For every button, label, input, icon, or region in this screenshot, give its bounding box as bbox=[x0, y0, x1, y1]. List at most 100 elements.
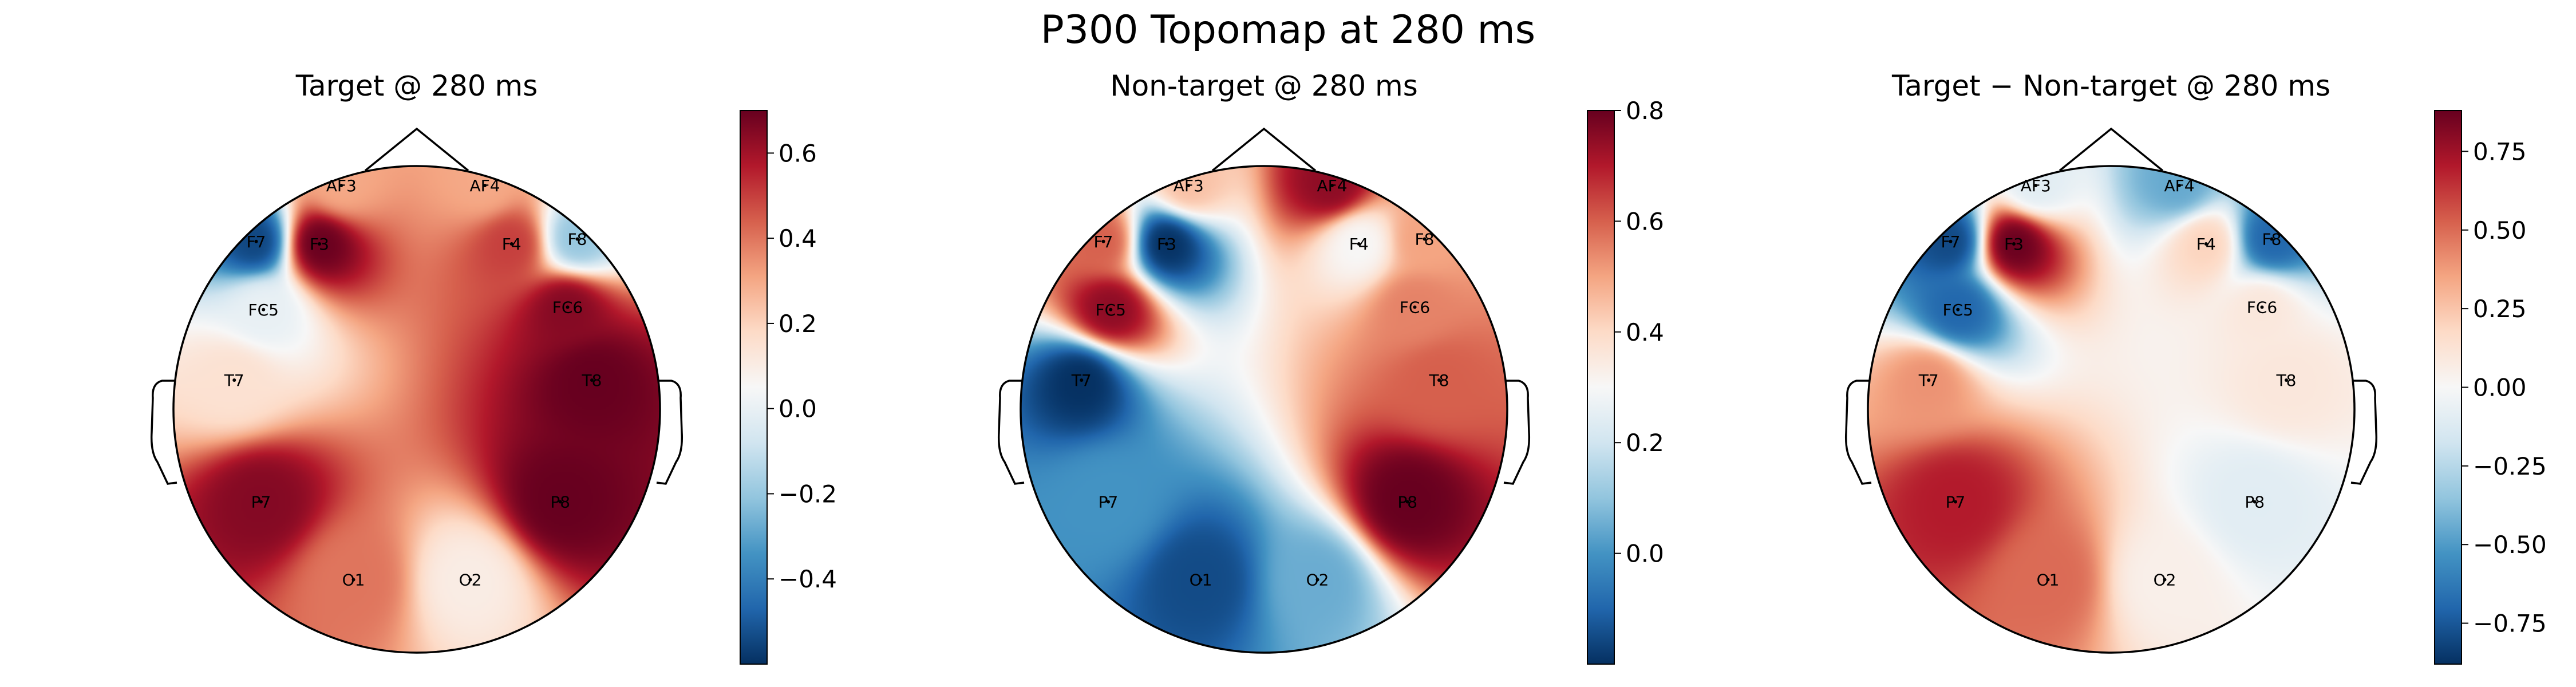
topomap-field bbox=[1868, 166, 2354, 653]
electrode-f7 bbox=[1101, 239, 1105, 243]
electrode-label-f8: F8 bbox=[1415, 230, 1435, 249]
electrode-af4 bbox=[483, 184, 487, 187]
colorbar-tick-label: 0.2 bbox=[779, 310, 817, 338]
electrode-label-fc6: FC6 bbox=[552, 298, 583, 317]
electrode-f7 bbox=[1949, 239, 1953, 243]
colorbar-gradient bbox=[1587, 110, 1614, 664]
topomap-panel-0: AF3 AF4 F7 F3 F4 F8 FC5 FC6 T7 T8 P7 P8 O1 O2 bbox=[150, 127, 683, 654]
colorbar-tick-label: −0.50 bbox=[2473, 531, 2547, 559]
electrode-label-p8: P8 bbox=[1397, 493, 1417, 512]
electrode-f8 bbox=[575, 237, 579, 241]
electrode-label-p8: P8 bbox=[550, 493, 570, 512]
left-ear bbox=[150, 380, 177, 485]
electrode-p8 bbox=[2253, 500, 2257, 504]
electrode-t8 bbox=[1437, 378, 1441, 382]
colorbar-0: −0.4 −0.2 0.0 0.2 0.4 0.6 bbox=[740, 110, 837, 665]
right-ear bbox=[2350, 380, 2378, 485]
electrode-label-f7: F7 bbox=[1941, 232, 1961, 251]
colorbar-tick-label: 0.0 bbox=[779, 395, 817, 423]
electrode-t7 bbox=[1080, 378, 1084, 382]
head-outline bbox=[172, 165, 661, 654]
electrode-label-t7: T7 bbox=[224, 371, 244, 390]
electrode-label-af3: AF3 bbox=[1174, 176, 1204, 195]
electrode-t7 bbox=[232, 378, 236, 382]
electrode-label-o1: O1 bbox=[2037, 571, 2060, 590]
panel-title-nontarget: Non-target @ 280 ms bbox=[1110, 69, 1418, 102]
electrode-label-o1: O1 bbox=[342, 571, 365, 590]
nose bbox=[2059, 127, 2164, 172]
electrode-f4 bbox=[509, 242, 513, 246]
electrode-label-f4: F4 bbox=[2196, 235, 2216, 254]
electrode-label-af4: AF4 bbox=[469, 176, 500, 195]
electrode-label-f8: F8 bbox=[568, 230, 587, 249]
topomap-panel-1: AF3 AF4 F7 F3 F4 F8 FC5 FC6 T7 T8 P7 P8 O1 O2 bbox=[997, 127, 1531, 654]
right-ear bbox=[656, 380, 683, 485]
electrode-fc5 bbox=[1956, 307, 1960, 311]
electrode-label-t8: T8 bbox=[2276, 371, 2297, 390]
electrode-t8 bbox=[2285, 378, 2288, 382]
electrode-label-f8: F8 bbox=[2262, 230, 2282, 249]
colorbar-tick-label: 0.2 bbox=[1626, 429, 1664, 457]
electrode-af3 bbox=[339, 184, 343, 187]
colorbar-tick-label: 0.6 bbox=[779, 139, 817, 167]
electrode-o1 bbox=[2046, 578, 2050, 582]
electrode-f4 bbox=[2204, 242, 2208, 246]
electrode-f8 bbox=[2270, 237, 2274, 241]
colorbar-tick-label: 0.50 bbox=[2473, 216, 2527, 244]
electrode-f8 bbox=[1423, 237, 1427, 241]
colorbar-1: 0.0 0.2 0.4 0.6 0.8 bbox=[1587, 97, 1664, 665]
electrode-fc6 bbox=[2260, 305, 2264, 309]
head-outline bbox=[1867, 165, 2356, 654]
electrode-label-af4: AF4 bbox=[1317, 176, 1347, 195]
electrode-label-f3: F3 bbox=[2004, 235, 2024, 254]
colorbar-tick-label: 0.75 bbox=[2473, 137, 2527, 165]
electrode-o2 bbox=[2163, 578, 2167, 582]
electrode-label-f7: F7 bbox=[1094, 232, 1113, 251]
electrode-label-t8: T8 bbox=[582, 371, 602, 390]
electrode-label-af3: AF3 bbox=[326, 176, 357, 195]
electrode-fc5 bbox=[262, 307, 266, 311]
panel-title-target: Target @ 280 ms bbox=[295, 69, 538, 102]
colorbar-tick-label: 0.0 bbox=[1626, 540, 1664, 568]
electrode-f3 bbox=[1165, 242, 1168, 246]
electrode-t8 bbox=[590, 378, 594, 382]
electrode-fc5 bbox=[1109, 307, 1113, 311]
electrode-af4 bbox=[2178, 184, 2181, 187]
electrode-p7 bbox=[1954, 500, 1957, 504]
electrode-label-fc6: FC6 bbox=[1400, 298, 1430, 317]
electrode-p8 bbox=[558, 500, 562, 504]
electrode-label-fc6: FC6 bbox=[2247, 298, 2277, 317]
electrode-label-af4: AF4 bbox=[2164, 176, 2194, 195]
electrode-label-f3: F3 bbox=[1157, 235, 1176, 254]
colorbar-frame bbox=[1587, 110, 1615, 665]
topomap-panel-2: AF3 AF4 F7 F3 F4 F8 FC5 FC6 T7 T8 P7 P8 O1 O2 bbox=[1844, 127, 2378, 654]
colorbar-tick-label: 0.6 bbox=[1626, 207, 1664, 235]
electrode-label-t8: T8 bbox=[1429, 371, 1449, 390]
colorbar-gradient bbox=[2435, 110, 2462, 664]
colorbar-frame bbox=[740, 110, 768, 665]
electrode-label-o2: O2 bbox=[2154, 571, 2176, 590]
colorbar-tick-label: 0.25 bbox=[2473, 295, 2527, 323]
electrode-label-fc5: FC5 bbox=[1943, 301, 1973, 319]
electrode-t7 bbox=[1927, 378, 1931, 382]
electrode-label-f3: F3 bbox=[310, 235, 329, 254]
colorbar-gradient bbox=[740, 110, 767, 664]
colorbar-2: −0.75 −0.50 −0.25 0.00 0.25 0.50 0.75 bbox=[2434, 110, 2547, 665]
electrode-label-o1: O1 bbox=[1190, 571, 1212, 590]
electrode-o1 bbox=[1199, 578, 1203, 582]
colorbar-tick-label: 0.4 bbox=[779, 224, 817, 252]
topomap-field bbox=[173, 166, 660, 653]
electrode-af3 bbox=[2034, 184, 2038, 187]
electrode-label-fc5: FC5 bbox=[1096, 301, 1126, 319]
figure-title: P300 Topomap at 280 ms bbox=[1040, 7, 1536, 53]
left-ear bbox=[997, 380, 1025, 485]
electrode-o2 bbox=[468, 578, 472, 582]
electrode-label-p8: P8 bbox=[2245, 493, 2265, 512]
colorbar-tick-label: 0.4 bbox=[1626, 318, 1664, 346]
electrode-label-o2: O2 bbox=[459, 571, 482, 590]
colorbar-tick-label: −0.2 bbox=[779, 480, 837, 508]
electrode-p7 bbox=[259, 500, 263, 504]
electrode-label-f4: F4 bbox=[502, 235, 521, 254]
electrode-label-p7: P7 bbox=[1946, 493, 1966, 512]
